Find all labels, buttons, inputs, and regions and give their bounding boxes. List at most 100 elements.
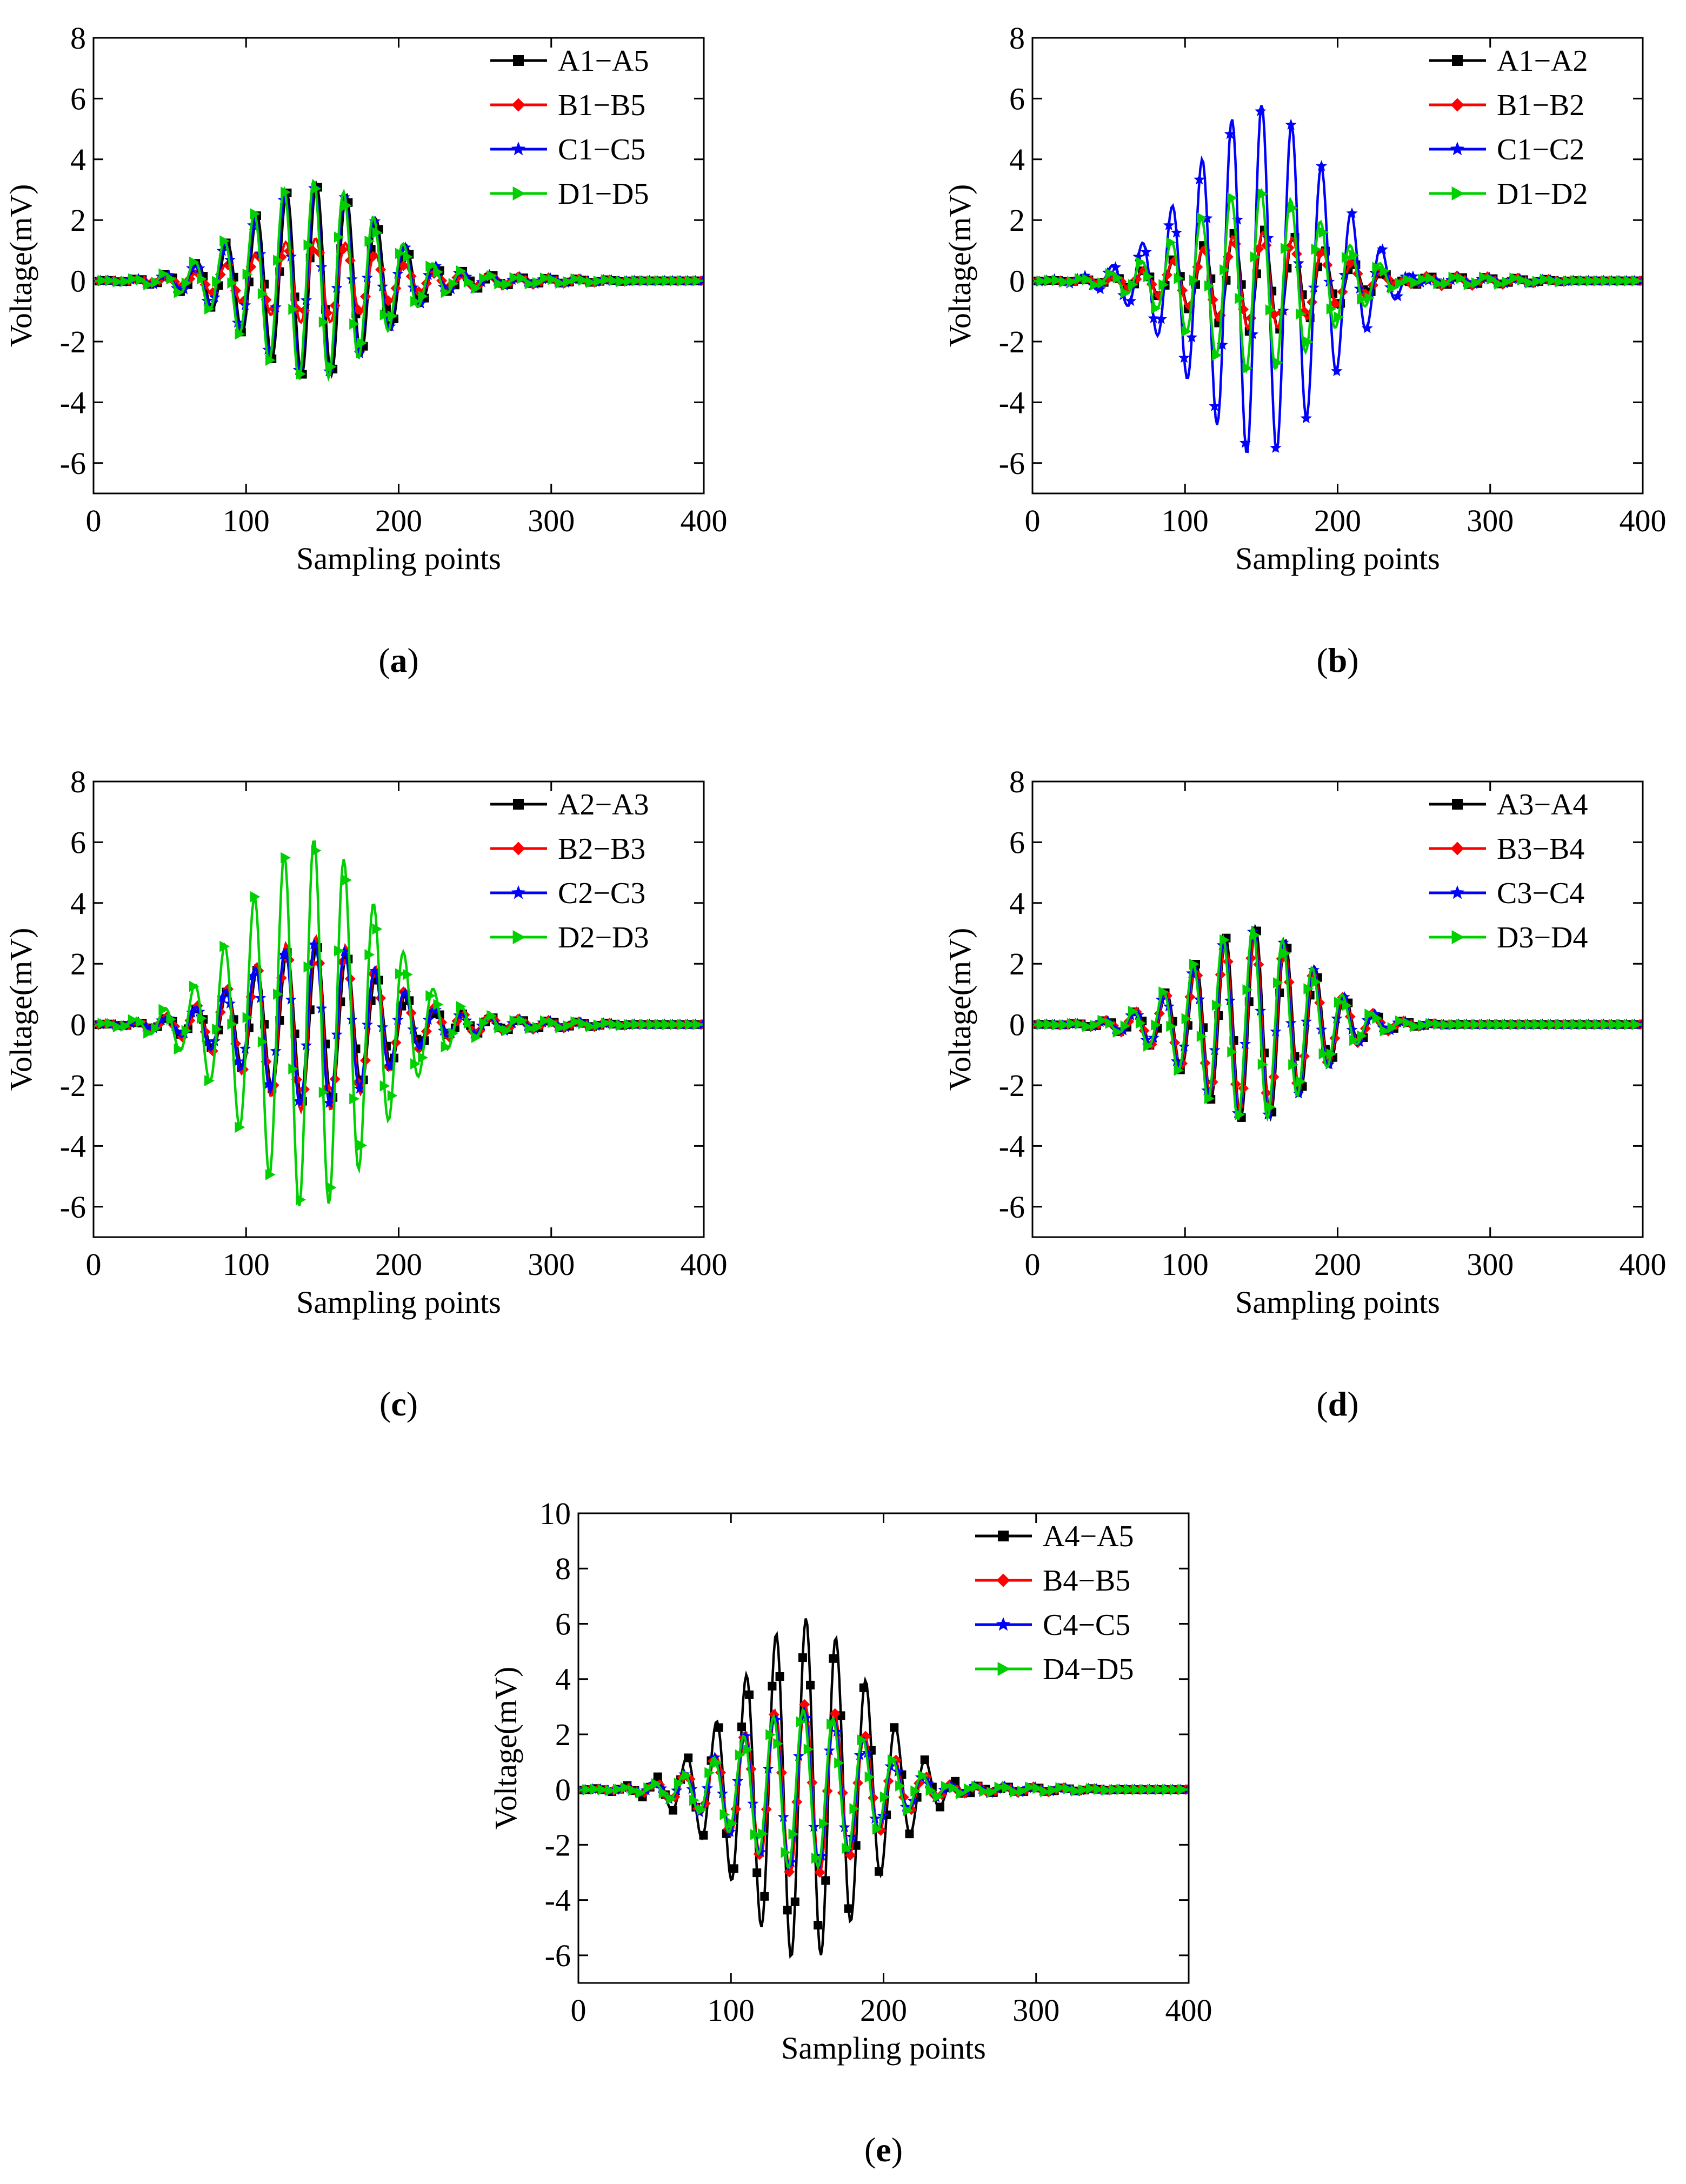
data-point: [288, 304, 299, 315]
data-point: [1044, 275, 1055, 286]
x-tick-label: 100: [223, 503, 270, 538]
x-tick-label: 300: [528, 1247, 575, 1282]
data-point: [1311, 243, 1322, 255]
data-point: [818, 1818, 829, 1829]
data-point: [1624, 1019, 1634, 1030]
data-point: [1036, 1018, 1047, 1030]
data-point: [1036, 275, 1047, 287]
data-point: [582, 1784, 593, 1795]
data-point: [509, 272, 520, 284]
y-tick-label: 4: [70, 142, 86, 177]
y-axis-label: Voltage(mV): [3, 184, 38, 348]
y-tick-label: 0: [70, 1007, 86, 1043]
data-point: [140, 1020, 152, 1032]
x-tick-label: 300: [528, 503, 575, 538]
data-point: [398, 260, 409, 271]
data-point: [631, 275, 642, 286]
data-point: [1463, 1019, 1474, 1030]
data-point: [1502, 276, 1512, 288]
data-point: [1361, 322, 1373, 333]
data-point: [925, 1785, 936, 1796]
legend: A2−A3 B2−B3 C2−C3 D2−D3: [490, 788, 649, 954]
data-point: [1059, 276, 1070, 288]
data-point: [827, 1718, 837, 1730]
data-point: [1270, 442, 1282, 453]
data-point: [1288, 1059, 1298, 1071]
data-point: [910, 1785, 921, 1797]
y-tick-label: 0: [555, 1772, 571, 1807]
data-point: [609, 1018, 619, 1030]
data-point: [1166, 1020, 1177, 1032]
data-point: [1372, 262, 1383, 273]
chart-panel-a: 0 100 200 300 400 -6 -4 -2 0 2 4 6 8 Sampling points V…: [3, 21, 728, 679]
data-point: [1163, 219, 1175, 231]
data-point: [799, 1699, 810, 1710]
data-point: [1227, 192, 1238, 204]
data-point: [1555, 276, 1565, 288]
data-point: [1075, 273, 1085, 284]
data-point: [250, 208, 261, 220]
data-point: [653, 1772, 662, 1781]
data-point: [1616, 1019, 1627, 1030]
data-point: [1097, 277, 1108, 289]
y-tick-label: 6: [70, 825, 86, 860]
data-point: [262, 344, 274, 355]
data-point: [1532, 1019, 1543, 1031]
data-point: [1151, 302, 1161, 314]
data-point: [1174, 1064, 1184, 1076]
data-point: [364, 235, 375, 247]
data-point: [1524, 1019, 1535, 1030]
data-point: [829, 1708, 841, 1719]
legend-label: A1−A2: [1497, 44, 1588, 78]
data-point: [120, 1020, 131, 1032]
legend: A1−A2 B1−B2 C1−C2 D1−D2: [1429, 44, 1588, 211]
data-point: [189, 256, 199, 268]
data-point: [628, 1785, 638, 1796]
data-point: [1078, 1784, 1089, 1796]
data-point: [1189, 275, 1199, 286]
data-point: [1344, 258, 1356, 269]
data-point: [418, 290, 428, 302]
data-point: [1120, 287, 1131, 299]
legend-label: B3−B4: [1497, 832, 1584, 866]
data-point: [697, 1804, 707, 1815]
data-point: [219, 940, 230, 952]
chart-panel-e: 0 100 200 300 400 -6 -4 -2 0 2 4 6 8 10 Sampling point…: [488, 1496, 1212, 2169]
data-point: [342, 874, 352, 886]
data-point: [1143, 271, 1154, 283]
data-point: [357, 337, 368, 349]
y-tick-label: -2: [999, 1068, 1025, 1103]
data-point: [790, 1897, 799, 1906]
legend-label: A1−A5: [558, 44, 649, 78]
data-point: [1631, 1019, 1642, 1030]
data-point: [410, 1058, 421, 1070]
data-point: [242, 268, 253, 280]
x-tick-label: 400: [1620, 503, 1667, 538]
data-point: [384, 1060, 396, 1072]
data-point: [349, 318, 359, 330]
data-point: [631, 1018, 642, 1030]
data-point: [1402, 1017, 1413, 1029]
legend: A3−A4 B3−B4 C3−C4 D3−D4: [1429, 788, 1588, 954]
legend-marker: [1450, 885, 1465, 899]
data-point: [1387, 1022, 1398, 1033]
data-point: [1349, 249, 1360, 261]
data-point: [1158, 986, 1169, 998]
y-tick-label: 4: [70, 886, 86, 921]
legend-label: C4−C5: [1043, 1608, 1130, 1642]
data-point: [242, 1012, 253, 1024]
data-point: [151, 276, 161, 288]
data-point: [1311, 976, 1322, 988]
data-point: [1002, 1781, 1012, 1793]
data-point: [1334, 311, 1344, 323]
data-point: [235, 1121, 245, 1133]
x-tick-label: 0: [86, 503, 102, 538]
data-point: [1044, 1018, 1055, 1030]
y-tick-label: -4: [60, 1128, 86, 1164]
data-point: [97, 275, 108, 286]
data-point: [814, 1921, 823, 1930]
data-point: [1479, 1019, 1489, 1031]
data-point: [796, 1716, 807, 1728]
x-axis-label: Sampling points: [296, 541, 501, 576]
panel-label: (b): [1316, 641, 1358, 679]
